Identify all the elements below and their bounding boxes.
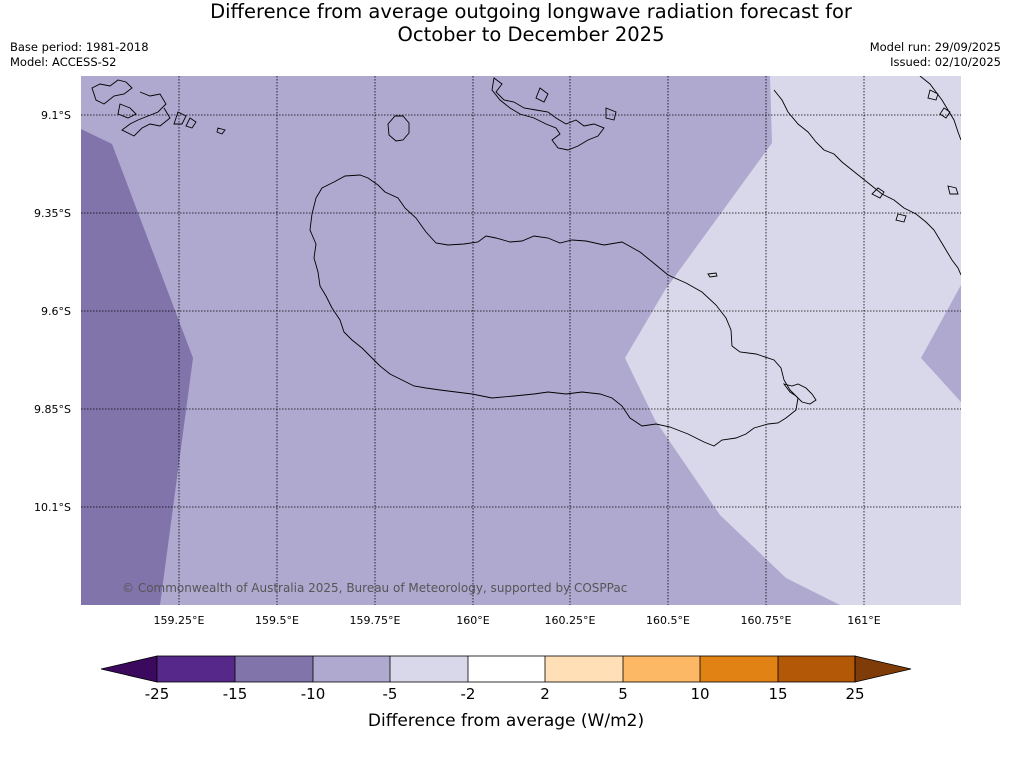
lon-label-5: 160.25°E	[545, 614, 596, 627]
lon-label-7: 160.75°E	[741, 614, 792, 627]
coastline-guadalcanal-east	[773, 89, 961, 276]
colorbar-tick-5: -2	[461, 685, 476, 703]
latitude-labels: 9.1°S 9.35°S 9.6°S 9.85°S 10.1°S	[34, 109, 71, 514]
colorbar: -25 -15 -10 -5 -2 2 5 10 15 25 Differenc…	[100, 655, 912, 731]
colorbar-swatch-3	[313, 656, 390, 682]
colorbar-extend-high	[854, 655, 912, 683]
colorbar-tick-6: 2	[540, 685, 550, 703]
lon-label-1: 159.25°E	[154, 614, 205, 627]
lat-label-4: 9.85°S	[34, 403, 71, 416]
colorbar-tick-7: 5	[618, 685, 628, 703]
lon-label-4: 160°E	[456, 614, 489, 627]
colorbar-label: Difference from average (W/m2)	[368, 711, 644, 731]
colorbar-swatch-8	[700, 656, 778, 682]
lat-label-2: 9.35°S	[34, 207, 71, 220]
copyright-credit: © Commonwealth of Australia 2025, Bureau…	[122, 581, 627, 595]
lat-label-1: 9.1°S	[41, 109, 71, 122]
lat-label-5: 10.1°S	[34, 501, 71, 514]
colorbar-extend-low	[100, 655, 158, 683]
colorbar-swatch-2	[235, 656, 313, 682]
title-line-2: October to December 2025	[397, 22, 665, 46]
left-meta: Base period: 1981-2018 Model: ACCESS-S2	[10, 40, 149, 70]
longitude-labels: 159.25°E 159.5°E 159.75°E 160°E 160.25°E…	[154, 614, 881, 627]
lon-label-3: 159.75°E	[350, 614, 401, 627]
coastline-round-island	[387, 115, 410, 142]
colorbar-tick-4: -5	[383, 685, 398, 703]
coastline-east-islet	[782, 383, 817, 405]
colorbar-swatch-6	[545, 656, 623, 682]
colorbar-ticks: -25 -15 -10 -5 -2 2 5 10 15 25	[145, 685, 865, 703]
map-panel: © Commonwealth of Australia 2025, Bureau…	[81, 76, 961, 605]
colorbar-swatch-5	[468, 656, 545, 682]
colorbar-swatch-7	[623, 656, 700, 682]
colorbar-tick-9: 15	[768, 685, 787, 703]
colorbar-swatch-4	[390, 656, 468, 682]
colorbar-swatch-9	[778, 656, 855, 682]
lon-label-2: 159.5°E	[255, 614, 299, 627]
coastline-main-island	[309, 174, 799, 447]
model-run-text: Model run: 29/09/2025	[869, 40, 1001, 54]
lon-label-8: 161°E	[847, 614, 880, 627]
base-period-text: Base period: 1981-2018	[10, 40, 149, 54]
chart-title: Difference from average outgoing longwav…	[0, 0, 1011, 46]
title-line-1: Difference from average outgoing longwav…	[210, 0, 852, 23]
colorbar-borders	[156, 655, 856, 683]
anomaly-band-minus5-minus2	[625, 76, 961, 605]
lon-label-6: 160.5°E	[646, 614, 690, 627]
colorbar-tick-2: -15	[223, 685, 248, 703]
coastline-ne-islands	[871, 76, 961, 223]
issued-text: Issued: 02/10/2025	[890, 55, 1001, 69]
coastline-small-islet	[707, 272, 718, 278]
colorbar-tick-8: 10	[690, 685, 709, 703]
colorbar-tick-10: 25	[845, 685, 864, 703]
colorbar-tick-1: -25	[145, 685, 170, 703]
coastline-nw-islands	[91, 79, 226, 137]
anomaly-band-minus15-minus10-lower	[81, 480, 172, 605]
colorbar-swatch-1	[157, 656, 235, 682]
model-text: Model: ACCESS-S2	[10, 55, 117, 69]
colorbar-tick-3: -10	[301, 685, 326, 703]
gridlines	[81, 76, 961, 605]
right-meta: Model run: 29/09/2025 Issued: 02/10/2025	[870, 40, 1001, 70]
coastlines	[91, 76, 961, 447]
lat-label-3: 9.6°S	[41, 305, 71, 318]
